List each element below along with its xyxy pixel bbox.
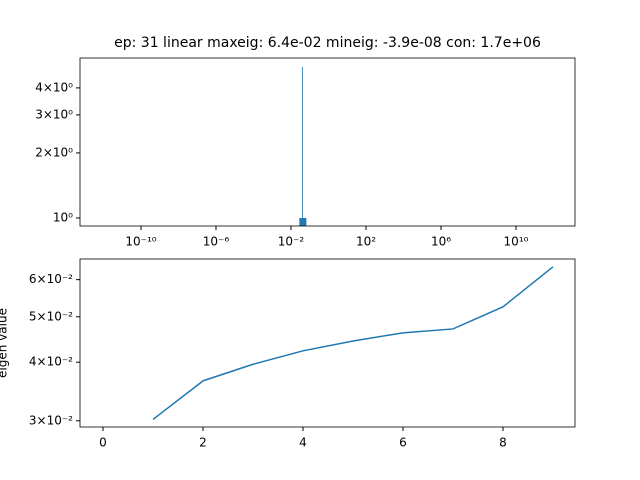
x-tick-label: 10¹⁰ (504, 235, 529, 249)
x-tick-label: 10⁻¹⁰ (125, 235, 156, 249)
axes-frame (79, 57, 576, 227)
line (152, 266, 554, 421)
y-tick-label: 6×10⁻² (29, 272, 73, 286)
y-tick-label: 4×10⁻² (29, 355, 73, 369)
x-tick-label: 10⁶ (431, 235, 451, 249)
y-tick-label: 5×10⁻² (29, 309, 73, 323)
y-tick-label: 4×10⁰ (35, 80, 73, 94)
x-tick-label: 4 (299, 436, 307, 450)
x-tick-label: 0 (99, 436, 107, 450)
x-tick-label: 6 (399, 436, 407, 450)
x-tick-label: 2 (199, 436, 207, 450)
bar (302, 66, 303, 226)
y-tick-label: 10⁰ (53, 210, 73, 224)
chart-title: ep: 31 linear maxeig: 6.4e-02 mineig: -3… (114, 35, 541, 51)
y-axis-label: eigen value (0, 308, 10, 378)
y-tick-label: 3×10⁻² (29, 413, 73, 427)
x-tick-label: 8 (499, 436, 507, 450)
x-tick-label: 10² (356, 235, 376, 249)
x-tick-label: 10⁻⁶ (203, 235, 230, 249)
y-tick-label: 3×10⁰ (35, 107, 73, 121)
x-tick-label: 10⁻² (278, 235, 305, 249)
y-tick-label: 2×10⁰ (35, 145, 73, 159)
bar (302, 217, 307, 226)
bar (299, 217, 303, 226)
axes-frame (79, 258, 576, 428)
